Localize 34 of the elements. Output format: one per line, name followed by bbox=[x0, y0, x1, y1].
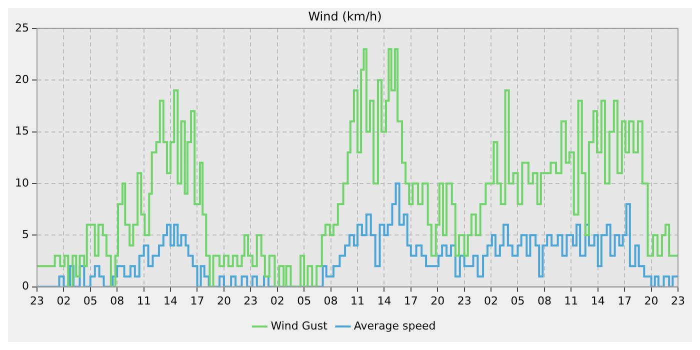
x-tick-label: 17 bbox=[618, 294, 632, 308]
x-tick-label: 20 bbox=[430, 294, 445, 308]
legend-label: Average speed bbox=[354, 319, 436, 332]
y-tick-label: 20 bbox=[14, 72, 29, 86]
x-tick-label: 05 bbox=[510, 294, 525, 308]
x-tick-label: 23 bbox=[457, 294, 472, 308]
y-tick-label: 15 bbox=[14, 124, 29, 138]
x-tick-label: 08 bbox=[537, 294, 552, 308]
y-tick-label: 25 bbox=[14, 21, 29, 34]
x-tick-label: 20 bbox=[644, 294, 658, 308]
x-tick-label: 17 bbox=[404, 294, 418, 308]
x-tick-label: 14 bbox=[164, 294, 178, 308]
x-tick-label: 02 bbox=[484, 294, 498, 308]
x-tick-label: 11 bbox=[136, 294, 151, 308]
legend-label: Wind Gust bbox=[270, 319, 328, 332]
x-tick-label: 08 bbox=[110, 294, 124, 308]
x-tick-label: 05 bbox=[297, 294, 312, 308]
y-tick-label: 5 bbox=[22, 228, 29, 241]
x-tick-label: 11 bbox=[564, 294, 578, 308]
x-tick-label: 02 bbox=[270, 294, 284, 308]
x-tick-label: 11 bbox=[350, 294, 364, 308]
x-tick-label: 02 bbox=[56, 294, 71, 308]
x-tick-label: 14 bbox=[377, 294, 392, 308]
x-tick-label: 17 bbox=[190, 294, 204, 308]
x-tick-label: 05 bbox=[83, 294, 98, 308]
x-tick-label: 08 bbox=[324, 294, 338, 308]
x-tick-label: 23 bbox=[244, 294, 258, 308]
x-tick-label: 20 bbox=[216, 294, 231, 308]
y-tick-label: 10 bbox=[14, 176, 29, 190]
x-tick-label: 23 bbox=[671, 294, 685, 308]
x-tick-label: 23 bbox=[30, 294, 44, 308]
x-tick-label: 14 bbox=[590, 294, 605, 308]
chart-title: Wind (km/h) bbox=[308, 9, 382, 24]
y-tick-label: 0 bbox=[22, 280, 29, 293]
